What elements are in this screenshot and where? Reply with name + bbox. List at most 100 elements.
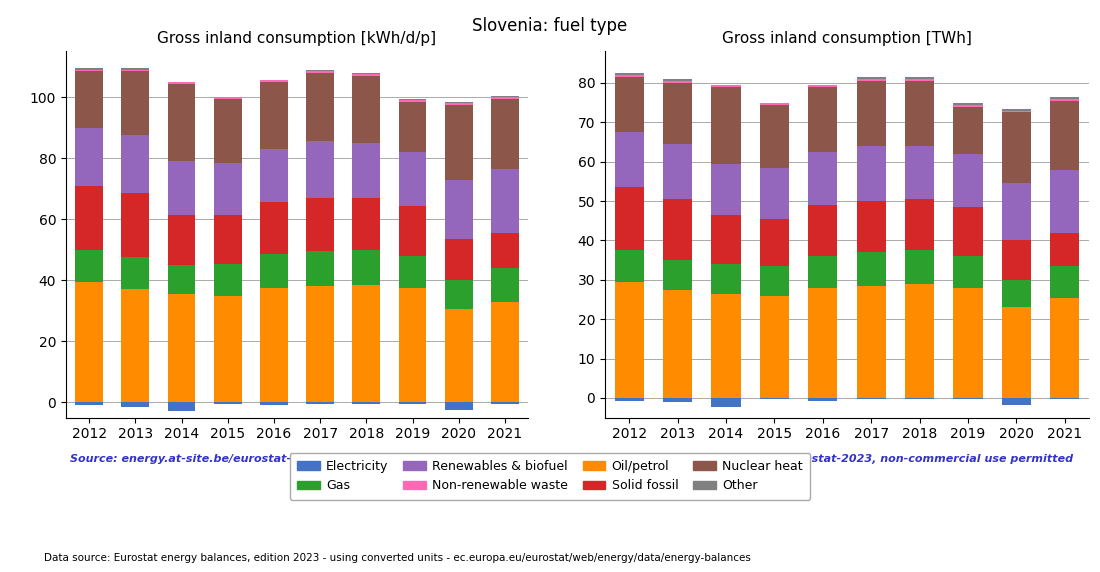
Bar bbox=[491, 96, 519, 97]
Bar bbox=[954, 256, 982, 288]
Bar bbox=[491, 301, 519, 402]
Bar bbox=[712, 264, 740, 293]
Bar bbox=[260, 402, 288, 406]
Bar bbox=[857, 146, 886, 201]
Bar bbox=[398, 256, 427, 288]
Bar bbox=[121, 70, 150, 72]
Bar bbox=[121, 68, 150, 70]
Bar bbox=[306, 72, 334, 73]
Bar bbox=[760, 296, 789, 398]
Bar bbox=[954, 102, 982, 105]
Bar bbox=[954, 106, 982, 154]
Bar bbox=[491, 97, 519, 99]
Bar bbox=[352, 285, 381, 402]
Bar bbox=[121, 72, 150, 136]
Bar bbox=[615, 75, 644, 77]
Bar bbox=[260, 255, 288, 288]
Bar bbox=[352, 143, 381, 198]
Bar bbox=[615, 398, 644, 400]
Bar bbox=[444, 102, 473, 104]
Bar bbox=[1050, 99, 1079, 101]
Bar bbox=[444, 280, 473, 309]
Bar bbox=[760, 266, 789, 296]
Bar bbox=[444, 180, 473, 239]
Bar bbox=[954, 105, 982, 106]
Bar bbox=[808, 398, 837, 401]
Bar bbox=[352, 74, 381, 76]
Bar bbox=[663, 144, 692, 199]
Bar bbox=[167, 402, 196, 411]
Bar bbox=[857, 79, 886, 81]
Bar bbox=[75, 402, 103, 406]
Bar bbox=[213, 163, 242, 214]
Bar bbox=[398, 205, 427, 256]
Bar bbox=[352, 198, 381, 250]
Bar bbox=[260, 81, 288, 82]
Bar bbox=[75, 68, 103, 70]
Bar bbox=[905, 81, 934, 146]
Bar bbox=[857, 81, 886, 146]
Bar bbox=[857, 252, 886, 285]
Bar bbox=[398, 100, 427, 102]
Bar bbox=[444, 239, 473, 280]
Bar bbox=[857, 398, 886, 399]
Bar bbox=[663, 289, 692, 398]
Bar bbox=[306, 198, 334, 251]
Bar bbox=[75, 72, 103, 128]
Bar bbox=[1002, 280, 1031, 307]
Bar bbox=[954, 398, 982, 399]
Bar bbox=[1002, 113, 1031, 184]
Bar bbox=[1002, 307, 1031, 398]
Bar bbox=[306, 70, 334, 72]
Bar bbox=[352, 250, 381, 285]
Bar bbox=[1050, 169, 1079, 233]
Bar bbox=[1002, 109, 1031, 110]
Bar bbox=[213, 99, 242, 163]
Bar bbox=[1050, 101, 1079, 169]
Bar bbox=[1050, 398, 1079, 399]
Bar bbox=[760, 219, 789, 266]
Bar bbox=[954, 288, 982, 398]
Bar bbox=[808, 87, 837, 152]
Bar bbox=[712, 87, 740, 164]
Bar bbox=[444, 309, 473, 402]
Bar bbox=[1050, 233, 1079, 266]
Bar bbox=[398, 288, 427, 402]
Bar bbox=[615, 77, 644, 132]
Bar bbox=[954, 154, 982, 207]
Bar bbox=[444, 105, 473, 180]
Bar bbox=[663, 199, 692, 260]
Bar bbox=[167, 82, 196, 84]
Bar bbox=[1050, 297, 1079, 398]
Bar bbox=[712, 215, 740, 264]
Bar bbox=[1050, 97, 1079, 99]
Bar bbox=[306, 402, 334, 404]
Bar bbox=[905, 199, 934, 251]
Bar bbox=[75, 250, 103, 282]
Bar bbox=[1050, 266, 1079, 297]
Bar bbox=[760, 102, 789, 105]
Bar bbox=[398, 152, 427, 205]
Bar bbox=[712, 85, 740, 87]
Bar bbox=[1002, 184, 1031, 240]
Bar bbox=[712, 164, 740, 215]
Bar bbox=[905, 251, 934, 284]
Bar bbox=[398, 99, 427, 100]
Title: Gross inland consumption [kWh/d/p]: Gross inland consumption [kWh/d/p] bbox=[157, 31, 437, 46]
Bar bbox=[808, 85, 837, 87]
Bar bbox=[857, 285, 886, 398]
Bar bbox=[857, 77, 886, 79]
Bar bbox=[121, 193, 150, 257]
Bar bbox=[808, 152, 837, 205]
Bar bbox=[167, 294, 196, 402]
Bar bbox=[491, 268, 519, 301]
Title: Gross inland consumption [TWh]: Gross inland consumption [TWh] bbox=[722, 31, 972, 46]
Bar bbox=[615, 282, 644, 398]
Bar bbox=[121, 289, 150, 402]
Bar bbox=[167, 265, 196, 294]
Bar bbox=[615, 187, 644, 251]
Bar bbox=[398, 102, 427, 152]
Bar bbox=[857, 201, 886, 252]
Bar bbox=[615, 132, 644, 187]
Bar bbox=[260, 202, 288, 255]
